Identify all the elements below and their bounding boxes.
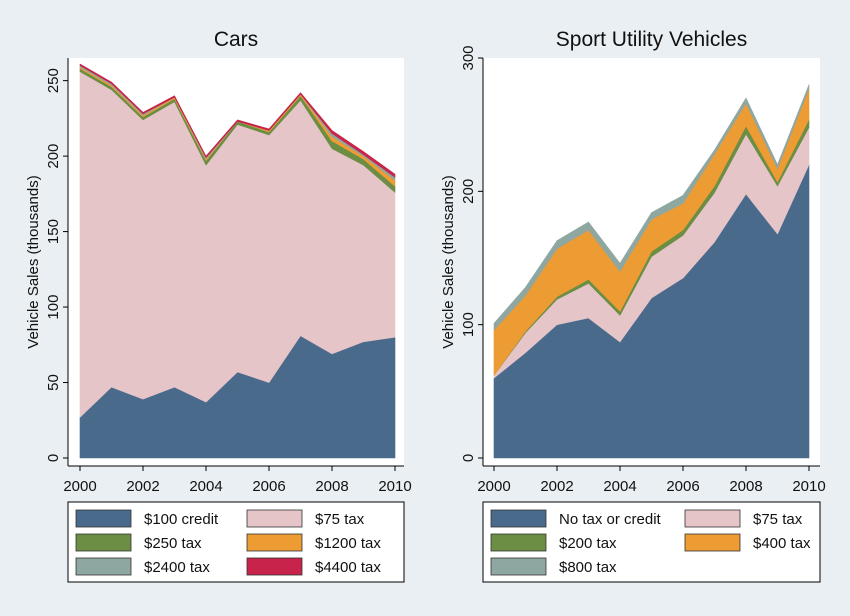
legend-label: $400 tax <box>753 535 811 552</box>
y-tick-label: 150 <box>45 219 62 244</box>
area-series-6 <box>79 63 396 178</box>
y-tick-label: 100 <box>460 312 477 337</box>
legend-swatch <box>246 509 303 528</box>
legend-swatch <box>490 557 547 576</box>
legend-label: $2400 tax <box>144 559 210 576</box>
chart-title: Cars <box>214 28 258 51</box>
legend-label: No tax or credit <box>559 511 662 528</box>
x-tick-label: 2004 <box>603 478 636 495</box>
legend-swatch <box>75 509 132 528</box>
y-tick-label: 100 <box>45 295 62 320</box>
legend-label: $4400 tax <box>315 559 381 576</box>
y-axis-label: Vehicle Sales (thousands) <box>440 175 457 348</box>
x-tick-label: 2008 <box>729 478 762 495</box>
x-tick-label: 2002 <box>540 478 573 495</box>
legend-label: $100 credit <box>144 511 219 528</box>
x-tick-label: 2006 <box>252 478 285 495</box>
y-tick-label: 250 <box>45 68 62 93</box>
legend-swatch <box>684 509 741 528</box>
y-axis-label: Vehicle Sales (thousands) <box>25 175 42 348</box>
suv-chart: 0 100 200 300 2000 2002 2004 2006 2008 2010 Sport … <box>440 28 826 583</box>
legend: $100 credit $75 tax $250 tax $1200 tax $2400… <box>67 501 405 583</box>
y-tick-label: 200 <box>460 179 477 204</box>
y-tick-label: 50 <box>45 374 62 391</box>
legend-label: $250 tax <box>144 535 202 552</box>
chart-title: Sport Utility Vehicles <box>556 28 747 51</box>
legend-swatch <box>246 533 303 552</box>
legend-label: $200 tax <box>559 535 617 552</box>
x-tick-label: 2006 <box>666 478 699 495</box>
y-tick-label: 0 <box>45 454 62 462</box>
legend-swatch <box>490 533 547 552</box>
legend-label: $1200 tax <box>315 535 381 552</box>
x-tick-label: 2004 <box>189 478 222 495</box>
x-tick-label: 2002 <box>126 478 159 495</box>
y-tick-label: 0 <box>460 454 477 462</box>
x-tick-label: 2008 <box>315 478 348 495</box>
legend-swatch <box>684 533 741 552</box>
y-tick-label: 300 <box>460 45 477 70</box>
legend: No tax or credit $75 tax $200 tax $400 tax $… <box>482 501 821 583</box>
legend-swatch <box>246 557 303 576</box>
x-tick-label: 2010 <box>792 478 825 495</box>
y-tick-label: 200 <box>45 144 62 169</box>
legend-swatch <box>75 533 132 552</box>
x-tick-label: 2000 <box>477 478 510 495</box>
cars-chart: 0 50 100 150 200 250 2000 2002 2004 2006 2008 2010 C… <box>25 28 412 583</box>
legend-label: $75 tax <box>315 511 365 528</box>
legend-swatch <box>75 557 132 576</box>
legend-swatch <box>490 509 547 528</box>
area-series-5 <box>493 84 810 331</box>
x-tick-label: 2010 <box>378 478 411 495</box>
legend-label: $800 tax <box>559 559 617 576</box>
x-tick-label: 2000 <box>63 478 96 495</box>
legend-label: $75 tax <box>753 511 803 528</box>
